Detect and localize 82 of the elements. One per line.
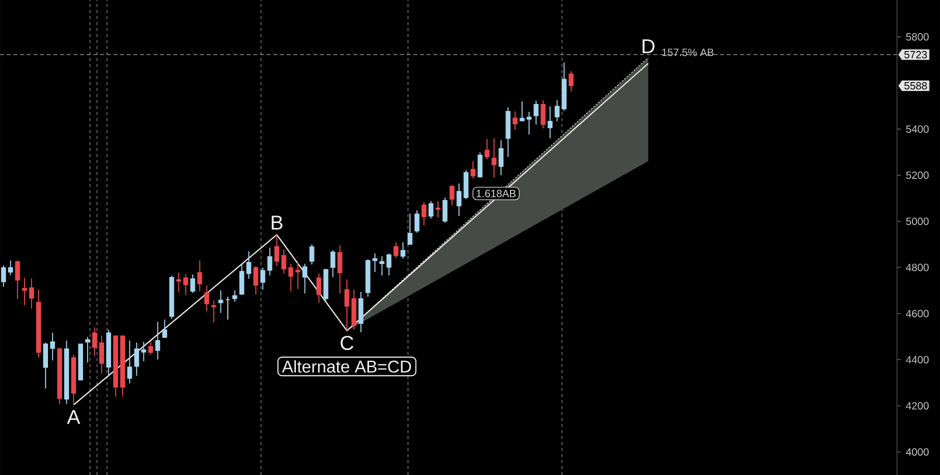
candlestick bbox=[141, 341, 146, 362]
y-tick-label: 4200 bbox=[906, 402, 929, 410]
candlestick bbox=[484, 138, 490, 160]
candlestick bbox=[8, 260, 13, 276]
line-series bbox=[72, 62, 649, 406]
candlestick bbox=[512, 110, 518, 130]
candlestick bbox=[197, 260, 202, 292]
candlestick bbox=[288, 263, 294, 292]
candlestick bbox=[176, 272, 182, 293]
candlestick bbox=[394, 242, 398, 258]
candlestick bbox=[1, 264, 6, 288]
ref-line-label: 5723 bbox=[904, 50, 927, 58]
candlestick bbox=[408, 213, 412, 245]
annotation: 5588 bbox=[904, 82, 927, 90]
candlestick bbox=[127, 340, 132, 384]
annotation: D bbox=[642, 39, 654, 54]
annotation: 1.618AB bbox=[476, 190, 516, 198]
candlestick bbox=[43, 342, 48, 390]
candlestick bbox=[85, 336, 90, 363]
candlestick bbox=[344, 278, 350, 332]
candlestick bbox=[211, 300, 216, 323]
candlestick bbox=[456, 183, 462, 217]
candlestick bbox=[478, 152, 482, 178]
candlestick bbox=[380, 256, 384, 276]
y-tick-label: 5200 bbox=[906, 172, 929, 179]
candlestick bbox=[155, 321, 160, 360]
candlestick bbox=[548, 106, 553, 139]
candlestick bbox=[92, 326, 98, 356]
candlestick bbox=[554, 100, 560, 122]
y-tick-label: 4400 bbox=[906, 356, 929, 364]
candlestick bbox=[428, 200, 434, 220]
candlestick bbox=[239, 263, 244, 295]
candlestick bbox=[534, 100, 539, 126]
annotation: A bbox=[66, 410, 80, 424]
candlestick bbox=[330, 250, 336, 278]
candlestick bbox=[372, 252, 378, 273]
candlestick bbox=[498, 140, 504, 176]
candlestick bbox=[190, 274, 196, 294]
candlestick bbox=[302, 263, 308, 294]
candlestick bbox=[29, 278, 34, 310]
candlestick bbox=[232, 290, 238, 302]
y-tick-label: 5400 bbox=[906, 125, 929, 133]
candlestick bbox=[470, 160, 476, 179]
candlestick bbox=[267, 247, 272, 276]
candlestick bbox=[148, 340, 154, 355]
candlestick bbox=[15, 260, 20, 300]
candlestick bbox=[422, 201, 426, 226]
candlestick bbox=[260, 267, 266, 290]
y-tick-label: 4600 bbox=[906, 310, 929, 318]
candlestick bbox=[492, 138, 496, 178]
candlestick bbox=[246, 250, 252, 280]
candlestick bbox=[274, 234, 280, 267]
y-tick-label: 4800 bbox=[906, 264, 929, 272]
candlestick bbox=[386, 253, 392, 276]
annotation: 157.5% AB bbox=[662, 48, 714, 56]
candlestick bbox=[520, 100, 525, 122]
y-tick-label: 5800 bbox=[906, 33, 929, 41]
candlestick bbox=[99, 335, 104, 374]
y-tick-label: 4000 bbox=[906, 448, 929, 456]
annotation: C bbox=[340, 336, 354, 350]
annotation: Alternate AB=CD bbox=[282, 360, 412, 373]
annotation: B bbox=[272, 216, 282, 230]
candlestick bbox=[183, 274, 188, 296]
candlestick bbox=[450, 184, 454, 206]
candlestick bbox=[253, 266, 258, 295]
candlestick bbox=[400, 242, 406, 259]
candlestick bbox=[281, 248, 286, 274]
candlestick bbox=[309, 244, 314, 265]
candlestick bbox=[134, 342, 140, 376]
candlestick bbox=[295, 262, 300, 290]
y-tick-label: 5000 bbox=[906, 218, 929, 226]
candlestick bbox=[414, 210, 420, 234]
candlestick bbox=[316, 272, 322, 304]
candlestick bbox=[22, 277, 27, 306]
candlestick bbox=[436, 200, 440, 218]
candlestick bbox=[204, 284, 210, 312]
candlestick bbox=[442, 197, 448, 224]
candlestick bbox=[540, 100, 546, 129]
candlestick bbox=[337, 244, 342, 294]
candlestick bbox=[568, 70, 574, 92]
candlestick bbox=[526, 111, 532, 135]
candlestick bbox=[50, 332, 55, 361]
